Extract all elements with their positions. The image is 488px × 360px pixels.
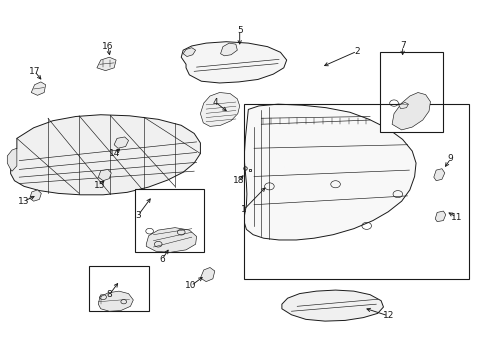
Polygon shape xyxy=(114,137,128,148)
Text: 9: 9 xyxy=(447,154,452,163)
Text: 6: 6 xyxy=(159,255,164,264)
Polygon shape xyxy=(98,170,111,181)
Text: 5: 5 xyxy=(236,26,242,35)
Polygon shape xyxy=(181,42,286,83)
Text: 12: 12 xyxy=(382,311,393,320)
Text: 7: 7 xyxy=(399,41,405,50)
Polygon shape xyxy=(434,211,445,222)
Polygon shape xyxy=(31,82,45,95)
Polygon shape xyxy=(200,267,214,282)
Text: 3: 3 xyxy=(135,211,141,220)
Text: 18: 18 xyxy=(232,176,244,185)
Polygon shape xyxy=(220,43,237,56)
Polygon shape xyxy=(433,169,444,181)
Bar xyxy=(135,189,203,252)
Polygon shape xyxy=(244,104,415,240)
Text: 13: 13 xyxy=(18,197,30,206)
Bar xyxy=(244,104,468,279)
Polygon shape xyxy=(398,102,407,109)
Polygon shape xyxy=(200,93,239,126)
Text: 2: 2 xyxy=(354,47,359,56)
Polygon shape xyxy=(30,190,41,201)
Text: 14: 14 xyxy=(109,149,121,158)
Polygon shape xyxy=(146,228,196,252)
Polygon shape xyxy=(98,291,133,311)
Polygon shape xyxy=(281,290,383,321)
Polygon shape xyxy=(7,148,17,171)
Polygon shape xyxy=(97,57,116,71)
Text: 1: 1 xyxy=(240,206,246,215)
Text: 15: 15 xyxy=(94,181,105,190)
Text: 10: 10 xyxy=(184,282,196,290)
Text: 16: 16 xyxy=(102,42,113,51)
Text: 17: 17 xyxy=(29,67,41,76)
Polygon shape xyxy=(183,48,195,57)
Polygon shape xyxy=(11,115,200,195)
Polygon shape xyxy=(391,93,429,130)
Text: 4: 4 xyxy=(212,98,218,107)
Text: 8: 8 xyxy=(106,290,112,299)
Text: 11: 11 xyxy=(449,212,461,221)
Bar xyxy=(379,52,443,132)
Bar xyxy=(89,266,148,311)
